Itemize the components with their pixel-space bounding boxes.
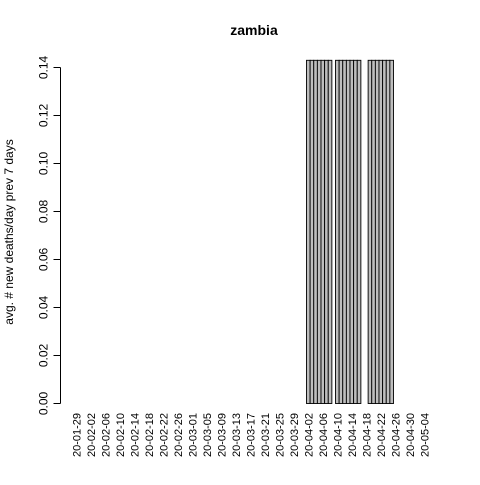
bar-20-04-20 <box>371 59 376 404</box>
y-tick-label: 0.12 <box>37 103 51 127</box>
bar-20-04-21 <box>374 59 380 404</box>
x-tick-label: 20-04-30 <box>405 413 417 457</box>
y-tick-label: 0.08 <box>37 199 51 223</box>
x-tick-label: 20-02-06 <box>100 413 112 457</box>
bar-20-04-06 <box>320 59 326 404</box>
bar-20-04-03 <box>309 59 315 404</box>
y-tick-label: 0.00 <box>37 391 51 415</box>
bar-20-04-11 <box>338 59 344 404</box>
bar-20-04-24 <box>385 59 391 404</box>
x-tick-label: 20-04-06 <box>318 413 330 457</box>
x-tick-label: 20-01-29 <box>71 413 83 457</box>
bar-20-04-19 <box>367 59 373 404</box>
bar-20-04-05 <box>316 59 322 404</box>
x-tick-label: 20-04-10 <box>332 413 344 457</box>
x-tick-label: 20-04-22 <box>376 413 388 457</box>
x-tick-label: 20-02-22 <box>158 413 170 457</box>
x-tick-label: 20-04-26 <box>390 413 402 457</box>
y-axis-label: avg. # new deaths/day prev 7 days <box>2 139 16 324</box>
y-tick-label: 0.04 <box>37 295 51 319</box>
chart-title: zambia <box>230 22 278 38</box>
bar-20-04-25 <box>389 59 394 404</box>
x-tick-label: 20-04-18 <box>361 413 373 457</box>
x-tick-label: 20-02-18 <box>144 413 156 457</box>
x-tick-label: 20-05-04 <box>419 413 431 457</box>
bar-20-04-02 <box>306 59 311 404</box>
bar-20-04-07 <box>324 59 329 404</box>
bars-group <box>306 59 394 404</box>
x-axis: 20-01-29 20-02-02 20-02-06 20-02-10 20-02-14… <box>71 413 431 457</box>
bar-20-04-22 <box>378 59 384 404</box>
bar-20-04-10 <box>335 59 340 404</box>
y-axis: 0.00 0.02 0.04 0.06 0.08 0.10 0.12 0.14 <box>37 55 61 415</box>
x-tick-label: 20-02-10 <box>115 413 127 457</box>
x-tick-label: 20-02-26 <box>173 413 185 457</box>
y-tick-label: 0.02 <box>37 343 51 367</box>
x-tick-label: 20-03-29 <box>289 413 301 457</box>
x-tick-label: 20-03-13 <box>231 413 243 457</box>
bar-20-04-14 <box>349 59 355 404</box>
x-tick-label: 20-03-25 <box>274 413 286 457</box>
x-tick-label: 20-03-09 <box>216 413 228 457</box>
bar-20-04-08 <box>327 59 333 404</box>
x-tick-label: 20-02-14 <box>129 413 141 457</box>
x-tick-label: 20-04-02 <box>303 413 315 457</box>
x-tick-label: 20-04-14 <box>347 413 359 457</box>
bar-20-04-23 <box>382 59 387 404</box>
bar-20-04-15 <box>353 59 358 404</box>
y-tick-label: 0.06 <box>37 247 51 271</box>
y-tick-label: 0.10 <box>37 151 51 175</box>
bar-20-04-12 <box>342 59 347 404</box>
bar-20-04-13 <box>345 59 351 404</box>
y-tick-label: 0.14 <box>37 55 51 79</box>
x-tick-label: 20-03-21 <box>260 413 272 457</box>
x-tick-label: 20-02-02 <box>86 413 98 457</box>
bar-20-04-16 <box>356 59 362 404</box>
bar-20-04-04 <box>313 59 318 404</box>
x-tick-label: 20-03-01 <box>187 413 199 457</box>
x-tick-label: 20-03-05 <box>202 413 214 457</box>
x-tick-label: 20-03-17 <box>245 413 257 457</box>
